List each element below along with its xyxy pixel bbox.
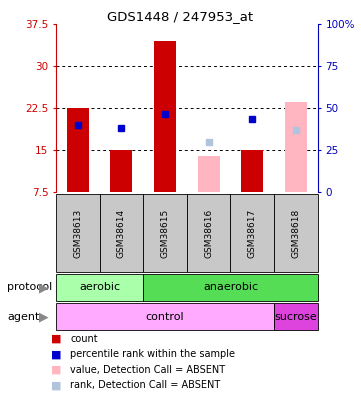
Text: aerobic: aerobic: [79, 283, 120, 292]
Bar: [110, 150, 132, 192]
Text: sucrose: sucrose: [274, 311, 317, 322]
Text: value, Detection Call = ABSENT: value, Detection Call = ABSENT: [70, 365, 226, 375]
Text: ■: ■: [51, 380, 61, 390]
Bar: [143, 274, 318, 301]
Text: ▶: ▶: [39, 281, 49, 294]
Bar: [67, 108, 89, 192]
Text: GSM38617: GSM38617: [248, 209, 257, 258]
Bar: [285, 102, 307, 192]
Bar: [100, 194, 143, 272]
Bar: [274, 303, 318, 330]
Text: percentile rank within the sample: percentile rank within the sample: [70, 350, 235, 360]
Text: GSM38618: GSM38618: [291, 209, 300, 258]
Text: rank, Detection Call = ABSENT: rank, Detection Call = ABSENT: [70, 380, 221, 390]
Bar: [143, 194, 187, 272]
Text: anaerobic: anaerobic: [203, 283, 258, 292]
Bar: [56, 303, 274, 330]
Text: GSM38615: GSM38615: [161, 209, 170, 258]
Text: agent: agent: [7, 311, 40, 322]
Text: ■: ■: [51, 365, 61, 375]
Text: count: count: [70, 334, 98, 344]
Text: ■: ■: [51, 350, 61, 360]
Bar: [56, 194, 100, 272]
Bar: [230, 194, 274, 272]
Text: ▶: ▶: [39, 310, 49, 323]
Bar: [187, 194, 230, 272]
Text: protocol: protocol: [7, 283, 52, 292]
Text: GSM38613: GSM38613: [73, 209, 82, 258]
Bar: [274, 194, 318, 272]
Bar: [242, 150, 263, 192]
Text: ■: ■: [51, 334, 61, 344]
Bar: [198, 156, 219, 192]
Text: control: control: [146, 311, 184, 322]
Text: GSM38616: GSM38616: [204, 209, 213, 258]
Text: GDS1448 / 247953_at: GDS1448 / 247953_at: [108, 10, 253, 23]
Bar: [56, 274, 143, 301]
Bar: [154, 41, 176, 192]
Text: GSM38614: GSM38614: [117, 209, 126, 258]
